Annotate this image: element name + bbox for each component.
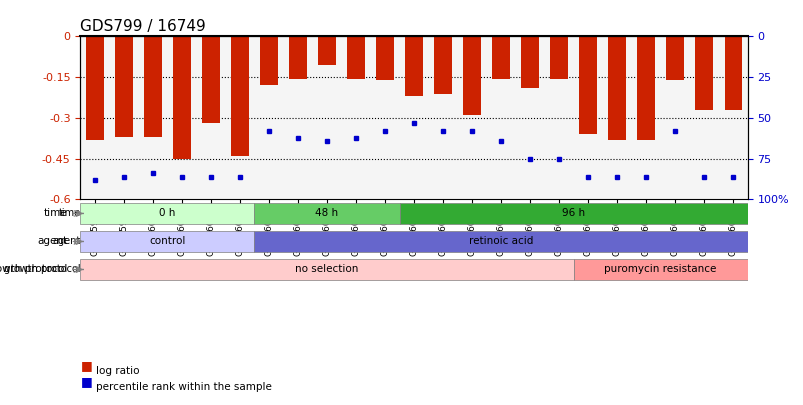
- Text: retinoic acid: retinoic acid: [468, 237, 532, 247]
- Bar: [318, 36, 336, 65]
- Bar: [608, 36, 625, 140]
- Bar: [579, 36, 596, 134]
- Text: 96 h: 96 h: [561, 209, 585, 218]
- Bar: [521, 36, 538, 88]
- FancyBboxPatch shape: [573, 258, 747, 280]
- Bar: [666, 36, 683, 80]
- Text: time: time: [43, 209, 67, 218]
- Text: growth protocol: growth protocol: [4, 264, 80, 275]
- FancyBboxPatch shape: [80, 258, 573, 280]
- Bar: [202, 36, 219, 124]
- Text: percentile rank within the sample: percentile rank within the sample: [96, 382, 272, 392]
- Bar: [173, 36, 190, 159]
- Text: time: time: [58, 209, 80, 218]
- Text: control: control: [149, 237, 185, 247]
- Text: ■: ■: [80, 375, 92, 388]
- Bar: [260, 36, 277, 85]
- Text: puromycin resistance: puromycin resistance: [604, 264, 716, 275]
- Bar: [405, 36, 422, 96]
- Bar: [289, 36, 306, 79]
- Text: growth protocol: growth protocol: [0, 264, 67, 275]
- Bar: [550, 36, 567, 79]
- FancyBboxPatch shape: [255, 230, 747, 252]
- Text: ■: ■: [80, 358, 92, 371]
- Bar: [115, 36, 132, 137]
- FancyBboxPatch shape: [399, 202, 747, 224]
- Bar: [347, 36, 365, 79]
- Bar: [491, 36, 509, 79]
- Text: 0 h: 0 h: [159, 209, 175, 218]
- Text: GDS799 / 16749: GDS799 / 16749: [80, 19, 206, 34]
- Text: log ratio: log ratio: [96, 366, 140, 375]
- Text: agent: agent: [37, 237, 67, 247]
- Bar: [463, 36, 480, 115]
- FancyBboxPatch shape: [80, 230, 255, 252]
- Text: 48 h: 48 h: [315, 209, 338, 218]
- Text: no selection: no selection: [295, 264, 358, 275]
- Bar: [86, 36, 104, 140]
- Bar: [231, 36, 248, 156]
- Text: agent: agent: [52, 237, 80, 247]
- Bar: [434, 36, 451, 94]
- Bar: [376, 36, 393, 80]
- Bar: [144, 36, 161, 137]
- Bar: [724, 36, 741, 110]
- Bar: [637, 36, 654, 140]
- FancyBboxPatch shape: [255, 202, 399, 224]
- FancyBboxPatch shape: [80, 202, 255, 224]
- Bar: [695, 36, 712, 110]
